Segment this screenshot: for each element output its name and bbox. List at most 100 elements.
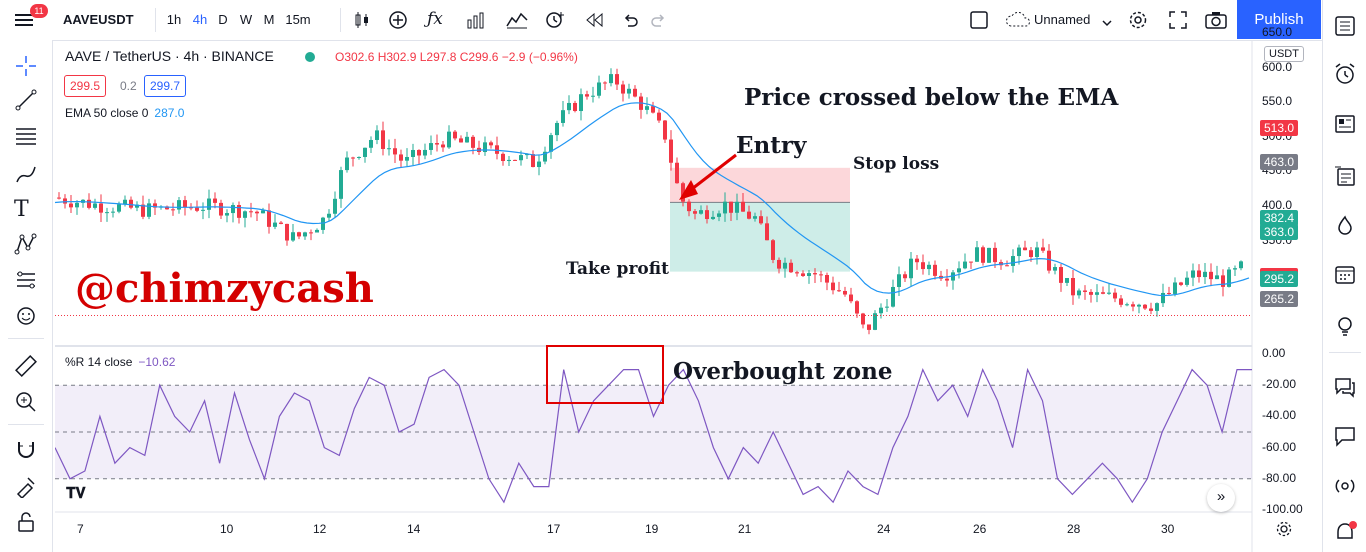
redo-icon[interactable] xyxy=(651,12,667,33)
candle-body xyxy=(735,201,739,213)
axis-settings-gear-icon[interactable] xyxy=(1275,520,1293,543)
sell-price-box[interactable]: 299.5 xyxy=(64,75,107,97)
candle-body xyxy=(1065,278,1069,283)
candle-body xyxy=(1041,247,1045,251)
ideas-lightbulb-icon[interactable] xyxy=(1333,314,1357,343)
alarm-clock-icon[interactable] xyxy=(1333,62,1357,91)
oscillator-tick: -100.00 xyxy=(1262,502,1303,516)
interval-1h[interactable]: 1h xyxy=(166,12,182,27)
time-tick: 24 xyxy=(877,522,891,536)
time-tick: 14 xyxy=(407,522,421,536)
candle-body xyxy=(255,211,259,214)
ruler-icon[interactable] xyxy=(14,354,38,383)
fullscreen-icon[interactable] xyxy=(1168,10,1188,35)
interval-4h[interactable]: 4h xyxy=(192,12,208,27)
interval-w[interactable]: W xyxy=(239,12,253,27)
lock-icon[interactable] xyxy=(14,510,38,539)
replay-icon[interactable] xyxy=(586,12,604,33)
candle-body xyxy=(1131,304,1135,307)
candle-body xyxy=(579,94,583,112)
candle-body xyxy=(327,213,331,218)
symbol-search[interactable]: AAVEUSDT xyxy=(63,12,134,27)
lock-drawing-icon[interactable] xyxy=(14,474,38,503)
prediction-tool-icon[interactable] xyxy=(14,268,38,297)
candle-body xyxy=(759,216,763,224)
zoom-in-icon[interactable] xyxy=(14,390,38,419)
entry-arrow xyxy=(687,153,737,194)
news-icon[interactable] xyxy=(1333,112,1357,141)
calendar-icon[interactable] xyxy=(1333,262,1357,291)
candle-body xyxy=(195,207,199,211)
candle-body xyxy=(141,204,145,217)
emoji-icon[interactable] xyxy=(14,304,38,333)
templates-icon[interactable] xyxy=(506,10,528,35)
candle-body xyxy=(1101,292,1105,294)
candle-body xyxy=(339,170,343,199)
candle-body xyxy=(861,313,865,325)
crosshair-icon[interactable] xyxy=(14,54,38,83)
candle-body xyxy=(561,110,565,123)
candle-body xyxy=(1149,308,1153,311)
trend-line-icon[interactable] xyxy=(14,88,38,117)
candle-body xyxy=(177,200,181,210)
candle-body xyxy=(1113,292,1117,299)
candle-body xyxy=(867,324,871,330)
fib-retracement-icon[interactable] xyxy=(14,124,38,153)
interval-d[interactable]: D xyxy=(218,12,228,27)
buy-price-box[interactable]: 299.7 xyxy=(144,75,187,97)
add-indicator-icon[interactable] xyxy=(388,10,408,35)
alert-icon[interactable] xyxy=(544,9,566,36)
candle-body xyxy=(147,203,151,217)
messages-icon[interactable] xyxy=(1333,424,1357,453)
candle-body xyxy=(705,210,709,220)
data-window-icon[interactable] xyxy=(1333,214,1357,243)
text-tool-icon[interactable]: T xyxy=(14,197,29,222)
watchlist-icon[interactable] xyxy=(1333,14,1357,43)
notifications-icon[interactable] xyxy=(1333,520,1359,551)
candle-body xyxy=(525,154,529,156)
settings-gear-icon[interactable] xyxy=(1128,10,1148,35)
candle-body xyxy=(903,274,907,279)
candle-body xyxy=(321,217,325,230)
menu-icon[interactable] xyxy=(14,10,34,30)
publish-button[interactable]: Publish xyxy=(1237,0,1321,39)
right-sidebar xyxy=(1322,0,1366,552)
candle-body xyxy=(897,274,901,287)
candle-body xyxy=(471,136,475,148)
candle-style-icon[interactable] xyxy=(352,10,372,35)
interval-m[interactable]: M xyxy=(263,12,275,27)
fullscreen-select-icon[interactable] xyxy=(970,11,988,34)
candle-body xyxy=(879,307,883,314)
candle-body xyxy=(291,232,295,241)
streams-icon[interactable] xyxy=(1333,474,1357,503)
chevron-down-icon[interactable] xyxy=(1102,15,1112,33)
candle-body xyxy=(465,136,469,143)
candle-body xyxy=(1143,304,1147,309)
camera-icon[interactable] xyxy=(1205,10,1227,35)
candle-body xyxy=(267,210,271,227)
layout-name[interactable]: Unnamed xyxy=(1034,12,1091,27)
candle-body xyxy=(423,149,427,156)
candle-body xyxy=(135,204,139,208)
candle-body xyxy=(225,213,229,216)
price-chart[interactable] xyxy=(55,40,1322,552)
williams-r-line xyxy=(55,367,1252,504)
price-tick: 400.0 xyxy=(1262,198,1293,213)
compare-icon[interactable] xyxy=(466,10,486,35)
brush-icon[interactable] xyxy=(14,162,38,191)
chat-icon[interactable] xyxy=(1333,374,1357,403)
notification-badge: 11 xyxy=(30,4,48,18)
candle-body xyxy=(771,240,775,260)
undo-icon[interactable] xyxy=(622,12,638,33)
interval-15m[interactable]: 15m xyxy=(285,12,311,27)
oscillator-value: −10.62 xyxy=(138,355,176,369)
candle-body xyxy=(285,223,289,241)
indicators-icon[interactable]: ƒx xyxy=(427,9,443,29)
pattern-icon[interactable] xyxy=(14,232,38,261)
candle-body xyxy=(825,275,829,283)
hotlist-icon[interactable] xyxy=(1333,164,1357,193)
currency-label[interactable]: USDT xyxy=(1264,46,1304,62)
candle-body xyxy=(345,157,349,171)
magnet-icon[interactable] xyxy=(14,438,38,467)
scroll-right-icon[interactable]: » xyxy=(1207,484,1235,512)
